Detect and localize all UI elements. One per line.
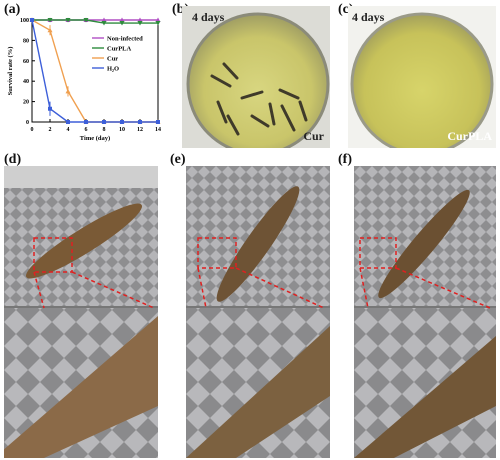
y-tick-label: 40 bbox=[23, 79, 29, 85]
data-point bbox=[101, 21, 107, 26]
y-tick-label: 20 bbox=[23, 100, 29, 106]
y-tick-label: 100 bbox=[20, 18, 29, 24]
data-point bbox=[101, 17, 107, 22]
legend-label: CurPLA bbox=[107, 46, 132, 53]
data-point bbox=[138, 120, 142, 124]
y-tick-label: 80 bbox=[23, 38, 29, 44]
fish-photo-e bbox=[186, 166, 330, 458]
y-tick-label: 60 bbox=[23, 59, 29, 65]
x-tick-label: 2 bbox=[49, 127, 52, 133]
panel-label-d: (d) bbox=[4, 152, 22, 167]
panel-label-a: (a) bbox=[4, 2, 21, 17]
data-point bbox=[30, 18, 34, 22]
data-point bbox=[137, 21, 143, 26]
group-caption-curpla: CurPLA bbox=[447, 129, 492, 143]
survival-chart: 0 2 4 6 8 10 12 14 0 20 40 60 80 100 Time (day) Surviva… bbox=[7, 17, 161, 142]
x-tick-label: 4 bbox=[67, 127, 70, 133]
data-point bbox=[119, 21, 125, 26]
petri-dish-curpla-photo: 4 days CurPLA bbox=[348, 6, 496, 148]
petri-dish-cur-illustration bbox=[182, 6, 330, 148]
y-axis-label: Survival rate (%) bbox=[7, 47, 14, 96]
data-point bbox=[83, 18, 89, 23]
series-line bbox=[31, 19, 158, 123]
data-point bbox=[66, 120, 70, 124]
x-tick-label: 0 bbox=[31, 127, 34, 133]
legend-label: H₂O bbox=[107, 66, 119, 73]
data-point bbox=[120, 120, 124, 124]
duration-label: 4 days bbox=[192, 10, 225, 24]
data-point bbox=[65, 18, 71, 23]
legend-label: Non-infected bbox=[107, 36, 143, 43]
legend-label: Cur bbox=[107, 56, 118, 63]
data-point bbox=[119, 17, 125, 22]
x-axis-label: Time (day) bbox=[80, 135, 110, 142]
group-caption-cur: Cur bbox=[303, 129, 324, 143]
panel-label-e: (e) bbox=[170, 152, 186, 167]
data-point bbox=[155, 17, 161, 22]
y-tick-label: 0 bbox=[26, 120, 29, 126]
x-tick-label: 8 bbox=[103, 127, 106, 133]
duration-label: 4 days bbox=[352, 10, 385, 24]
data-point bbox=[47, 18, 53, 23]
fish-photo-d bbox=[4, 166, 158, 458]
petri-dish-cur-photo: 4 days Cur bbox=[182, 6, 330, 148]
x-tick-label: 6 bbox=[85, 127, 88, 133]
petri-dish-curpla-illustration bbox=[348, 6, 496, 148]
series-line bbox=[32, 19, 158, 24]
data-point bbox=[102, 120, 106, 124]
data-point bbox=[84, 120, 88, 124]
fish-photo-f bbox=[354, 166, 496, 458]
data-point bbox=[155, 21, 161, 26]
x-tick-label: 10 bbox=[119, 127, 125, 133]
data-point bbox=[156, 120, 160, 124]
x-tick-label: 14 bbox=[155, 127, 161, 133]
panel-label-f: (f) bbox=[338, 152, 352, 167]
data-point bbox=[137, 17, 143, 22]
x-tick-label: 12 bbox=[137, 127, 143, 133]
